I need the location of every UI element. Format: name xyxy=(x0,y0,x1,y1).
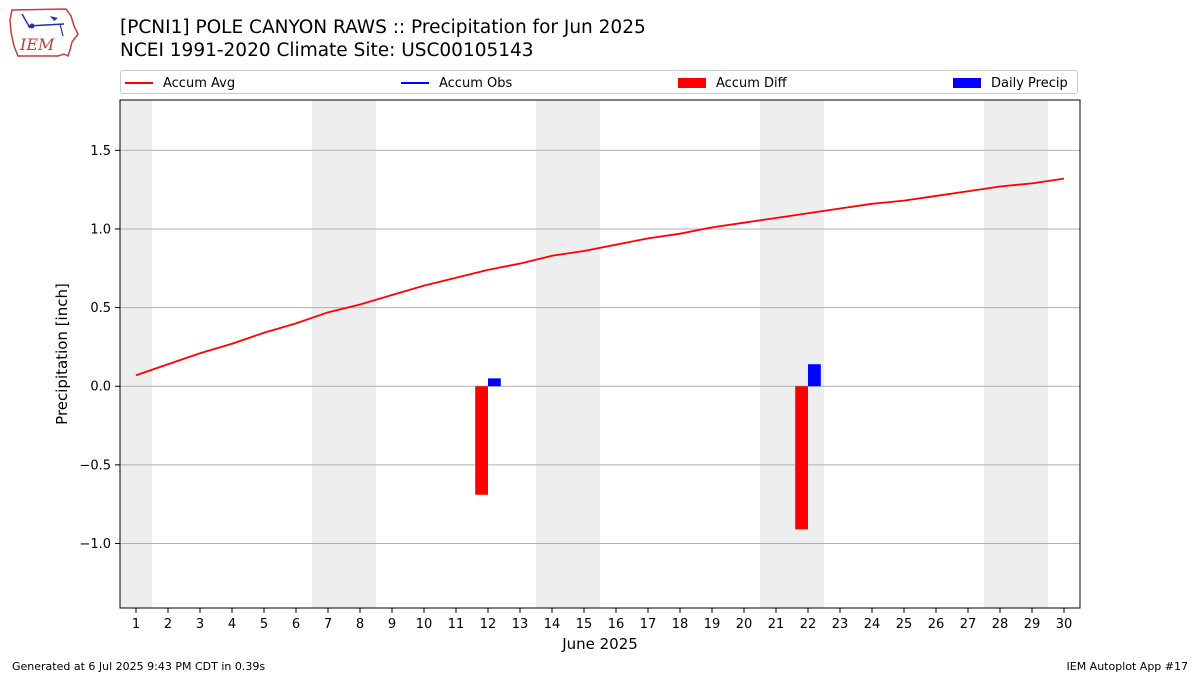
y-tick-label-4: 1.0 xyxy=(90,222,111,237)
legend-label-accum-avg: Accum Avg xyxy=(163,75,236,91)
chart-title-line-2: NCEI 1991-2020 Climate Site: USC00105143 xyxy=(120,40,534,61)
weekend-band-0 xyxy=(120,100,152,608)
legend-swatch-accum-obs xyxy=(401,82,429,84)
y-tick-label-1: −0.5 xyxy=(79,458,111,473)
x-tick-label-25: 26 xyxy=(928,617,945,632)
chart-title-line-1: [PCNI1] POLE CANYON RAWS :: Precipitatio… xyxy=(120,17,646,38)
x-tick-label-28: 29 xyxy=(1024,617,1041,632)
y-tick-label-3: 0.5 xyxy=(90,301,111,316)
x-tick-label-29: 30 xyxy=(1056,617,1073,632)
x-tick-label-2: 3 xyxy=(196,617,204,632)
legend-entry-accum-diff: Accum Diff xyxy=(678,71,787,95)
iowa-state-outline-icon xyxy=(9,8,79,58)
x-tick-label-24: 25 xyxy=(896,617,913,632)
x-tick-label-5: 6 xyxy=(292,617,300,632)
x-tick-label-7: 8 xyxy=(356,617,364,632)
x-tick-label-8: 9 xyxy=(388,617,396,632)
plot-area-frame xyxy=(119,99,1081,609)
y-tick-label-5: 1.5 xyxy=(90,144,111,159)
daily-precip-bar-1 xyxy=(808,364,821,387)
legend-swatch-daily-precip xyxy=(953,78,981,88)
weekend-band-1 xyxy=(312,100,376,608)
chart-legend: Accum Avg Accum Obs Accum Diff Daily Pre… xyxy=(120,70,1078,94)
x-axis-label: June 2025 xyxy=(561,635,638,653)
legend-label-accum-diff: Accum Diff xyxy=(716,75,787,91)
iem-logo: IEM xyxy=(9,8,79,58)
accum-diff-bar-1 xyxy=(795,386,808,530)
x-tick-label-1: 2 xyxy=(164,617,172,632)
x-tick-label-26: 27 xyxy=(960,617,977,632)
x-tick-label-21: 22 xyxy=(800,617,817,632)
footer-generated-text: Generated at 6 Jul 2025 9:43 PM CDT in 0… xyxy=(12,660,266,673)
x-tick-label-14: 15 xyxy=(576,617,593,632)
accum-diff-bar-0 xyxy=(475,386,488,495)
x-tick-label-10: 11 xyxy=(448,617,465,632)
legend-entry-accum-obs: Accum Obs xyxy=(401,71,512,95)
weekend-band-3 xyxy=(760,100,824,608)
x-tick-label-20: 21 xyxy=(768,617,785,632)
x-tick-label-4: 5 xyxy=(260,617,268,632)
x-tick-label-0: 1 xyxy=(132,617,140,632)
legend-swatch-accum-diff xyxy=(678,78,706,88)
weekend-band-2 xyxy=(536,100,600,608)
x-tick-label-6: 7 xyxy=(324,617,332,632)
legend-label-accum-obs: Accum Obs xyxy=(439,75,513,91)
legend-label-daily-precip: Daily Precip xyxy=(991,75,1068,91)
legend-entry-daily-precip: Daily Precip xyxy=(953,71,1068,95)
x-tick-label-12: 13 xyxy=(512,617,529,632)
y-tick-label-2: 0.0 xyxy=(90,380,111,395)
x-tick-label-11: 12 xyxy=(480,617,497,632)
x-tick-label-23: 24 xyxy=(864,617,881,632)
logo-text: IEM xyxy=(19,35,55,54)
legend-entry-accum-avg: Accum Avg xyxy=(125,71,235,95)
x-tick-label-16: 17 xyxy=(640,617,657,632)
x-tick-label-22: 23 xyxy=(832,617,849,632)
x-tick-label-9: 10 xyxy=(416,617,433,632)
weekend-band-4 xyxy=(984,100,1048,608)
y-tick-label-0: −1.0 xyxy=(79,537,111,552)
x-tick-label-19: 20 xyxy=(736,617,753,632)
legend-swatch-accum-avg xyxy=(125,82,153,84)
x-tick-label-13: 14 xyxy=(544,617,561,632)
x-tick-label-15: 16 xyxy=(608,617,625,632)
daily-precip-bar-0 xyxy=(488,378,501,387)
x-tick-label-3: 4 xyxy=(228,617,236,632)
accum-avg-line xyxy=(135,177,1065,377)
x-tick-label-17: 18 xyxy=(672,617,689,632)
x-tick-label-27: 28 xyxy=(992,617,1009,632)
y-axis-label: Precipitation [inch] xyxy=(53,283,71,425)
x-tick-label-18: 19 xyxy=(704,617,721,632)
footer-app-text: IEM Autoplot App #17 xyxy=(1066,660,1189,673)
